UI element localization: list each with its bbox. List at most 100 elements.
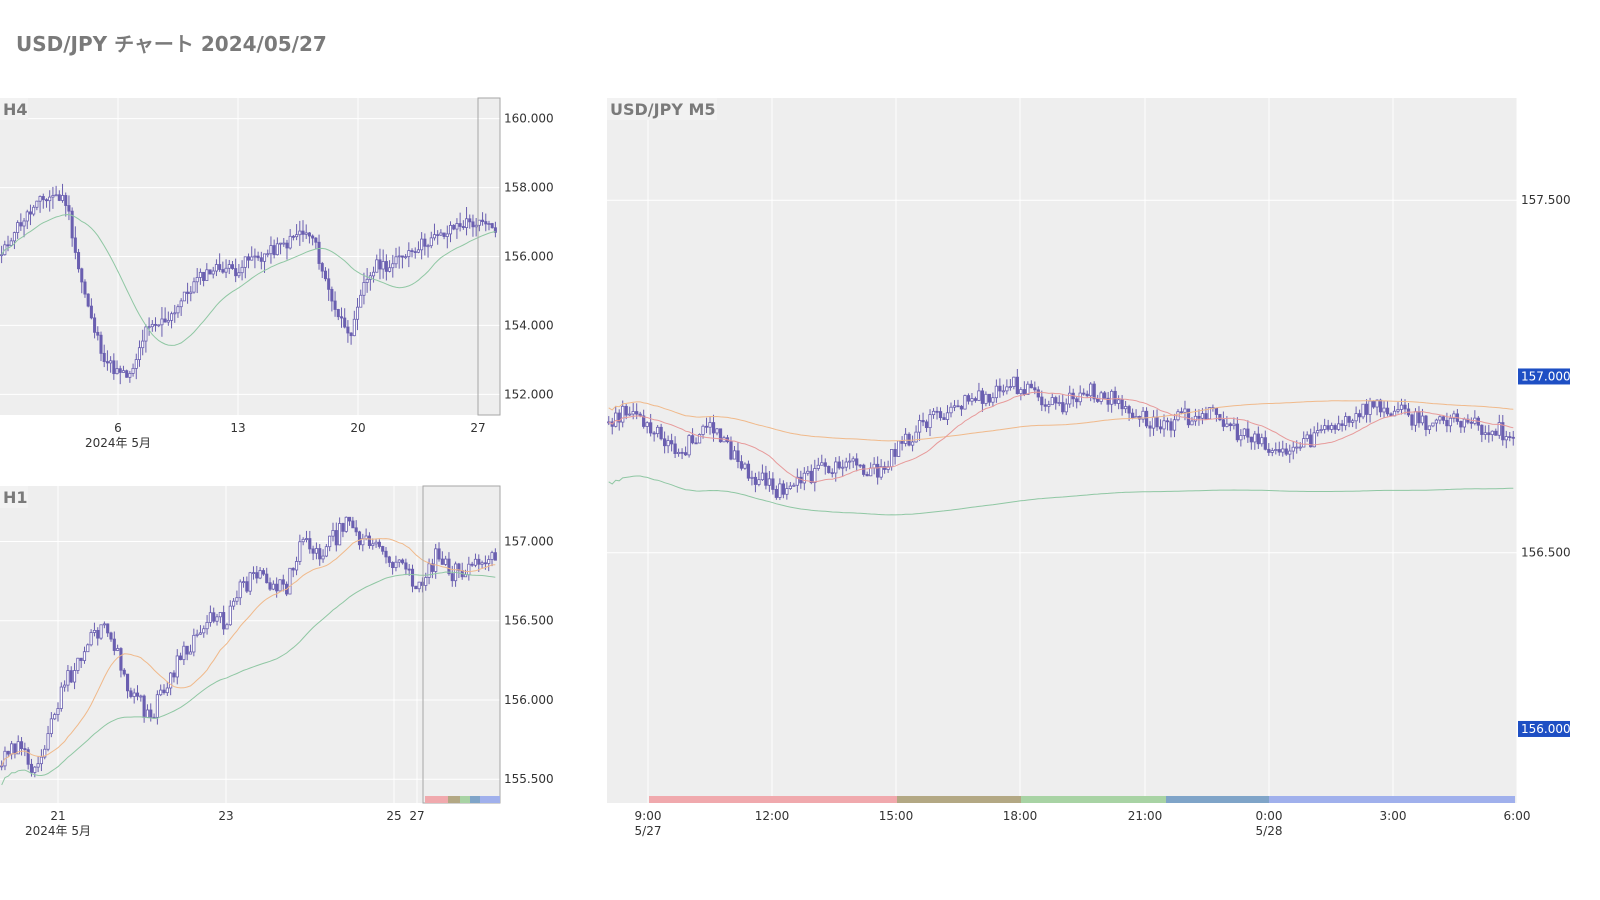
h4-candle-body — [378, 259, 382, 270]
m5-x-sub-label: 5/28 — [1256, 824, 1283, 838]
m5-candle-body — [1267, 448, 1271, 453]
h4-candle-body — [54, 194, 58, 197]
m5-candle-body — [1120, 399, 1124, 410]
h1-candle-body — [155, 694, 159, 718]
m5-candle-body — [1490, 430, 1494, 436]
h4-candle-body — [372, 271, 376, 277]
h1-x-tick-label: 21 — [50, 809, 65, 823]
m5-candle-body — [1483, 432, 1487, 435]
h4-candle-body — [355, 306, 360, 320]
h1-y-tick-label: 156.500 — [504, 614, 554, 628]
h4-candle-body — [404, 256, 408, 259]
h4-candle-body — [384, 261, 388, 272]
h4-candle-body — [112, 360, 116, 375]
m5-candle-body — [1089, 383, 1093, 397]
m5-candle-body — [1350, 420, 1355, 423]
h4-candle-body — [452, 224, 456, 230]
h1-candle-body — [298, 541, 302, 562]
m5-session-strip — [897, 796, 1021, 803]
h4-candle-body — [35, 200, 39, 208]
h4-candle-body — [352, 318, 356, 337]
h4-candle-body — [93, 317, 97, 333]
h4-candle-body — [121, 370, 125, 373]
m5-candle-body — [1385, 407, 1390, 415]
m5-candle-body — [890, 449, 894, 468]
m5-candle-body — [1284, 448, 1288, 455]
h4-candle-body — [99, 334, 103, 354]
m5-candle-body — [1225, 423, 1229, 427]
h1-candle-body — [212, 612, 216, 622]
h4-x-tick-label: 20 — [350, 421, 365, 435]
m5-candle-body — [813, 468, 817, 484]
h1-candle-body — [467, 563, 471, 576]
m5-candle-body — [1260, 437, 1264, 445]
h4-candle-body — [471, 221, 475, 228]
h1-ma-line-slow — [1, 571, 496, 786]
h1-candle-body — [473, 558, 478, 566]
m5-candle-body — [1277, 449, 1281, 453]
m5-candle-body — [708, 422, 712, 428]
m5-candle-body — [1480, 424, 1484, 435]
m5-candle-body — [1019, 389, 1023, 395]
m5-candle-body — [1012, 376, 1016, 388]
m5-candle-body — [645, 422, 649, 427]
m5-candle-body — [1047, 404, 1051, 407]
m5-price-label-bg — [1518, 368, 1570, 385]
m5-candle-body — [956, 405, 960, 408]
m5-candle-body — [806, 470, 810, 474]
m5-candle-body — [1043, 404, 1047, 407]
m5-candle-body — [1270, 450, 1274, 453]
h4-y-tick-label: 160.000 — [504, 112, 554, 126]
m5-candle-body — [1344, 416, 1348, 426]
m5-candle-body — [760, 472, 765, 481]
m5-chart[interactable]: 157.500 156.500 9:00 12:00 15:00 18:00 21:00 0:… — [607, 98, 1571, 838]
h1-candle-body — [185, 645, 189, 655]
m5-candle-body — [1005, 386, 1009, 392]
h4-candle-body — [44, 199, 49, 202]
m5-candle-body — [1008, 386, 1012, 389]
h1-chart[interactable]: 157.000 156.500 156.000 155.500 21 23 25 27 2024… — [0, 485, 554, 838]
h4-candle-body — [407, 250, 411, 258]
h1-candle-body — [311, 548, 315, 554]
h1-candle-body — [354, 527, 358, 533]
h1-candle-body — [341, 523, 345, 532]
h1-candle-body — [162, 689, 166, 694]
m5-candle-body — [1316, 430, 1320, 434]
m5-candle-body — [1092, 383, 1096, 400]
m5-candle-body — [984, 393, 988, 404]
h1-candle-body — [387, 556, 391, 563]
m5-candle-body — [1445, 419, 1449, 427]
m5-candle-body — [1427, 425, 1432, 430]
m5-candle-body — [830, 472, 834, 475]
m5-candle-body — [1239, 435, 1243, 441]
h4-candle-body — [458, 223, 462, 227]
h4-candle-body — [125, 370, 129, 378]
h4-title-bg — [0, 98, 28, 120]
h4-candle-body — [134, 359, 138, 369]
m5-plot-area — [607, 98, 1517, 803]
m5-candle-body — [959, 405, 964, 410]
h4-candle-body — [432, 234, 436, 239]
m5-price-label: 157.000 — [1521, 369, 1571, 383]
m5-candle-body — [1242, 428, 1246, 436]
h1-candle-body — [258, 570, 262, 579]
m5-session-strip — [1269, 796, 1515, 803]
h4-candle-body — [105, 361, 109, 364]
m5-candle-body — [862, 464, 866, 475]
m5-candle-body — [715, 428, 719, 434]
h4-candle-body — [327, 278, 331, 290]
m5-candle-body — [1190, 420, 1194, 426]
h1-candle-body — [265, 573, 269, 584]
m5-candle-body — [1103, 392, 1107, 399]
h4-candle-body — [269, 245, 273, 255]
m5-title: USD/JPY M5 — [610, 100, 716, 119]
h1-session-strip — [480, 796, 500, 803]
m5-candle-body — [1144, 410, 1149, 427]
m5-candle-body — [687, 435, 691, 456]
m5-candle-body — [886, 466, 890, 470]
h4-chart[interactable]: 160.000 158.000 156.000 154.000 152.000 6 13 20… — [0, 97, 554, 450]
m5-candle-body — [869, 467, 873, 477]
m5-candle-body — [949, 406, 953, 414]
m5-candle-body — [802, 472, 806, 484]
h4-candle-body — [263, 253, 267, 262]
